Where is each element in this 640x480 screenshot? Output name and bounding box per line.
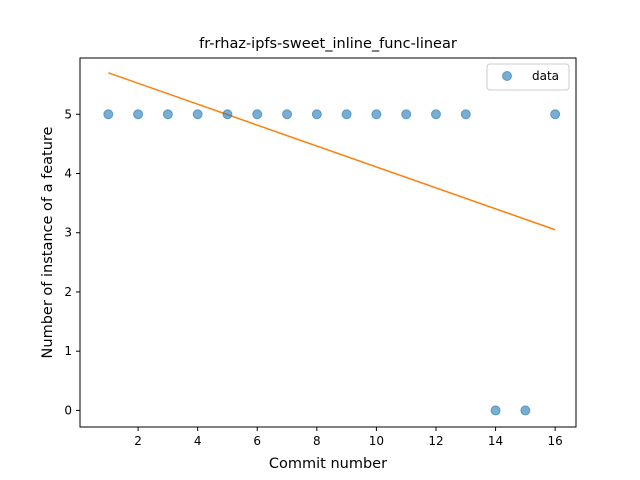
x-tick-label: 6 [253, 434, 261, 448]
y-tick-label: 1 [64, 344, 72, 358]
plot-frame [79, 57, 577, 428]
plot-area [103, 72, 561, 416]
x-tick-label: 4 [194, 434, 202, 448]
data-point [430, 109, 441, 120]
y-tick-label: 0 [64, 403, 72, 417]
data-point [311, 109, 322, 120]
x-tick-label: 2 [134, 434, 142, 448]
x-axis-ticks: 2 4 6 8 10 12 14 16 [134, 427, 563, 448]
x-axis-label: Commit number [269, 456, 387, 472]
y-tick-label: 5 [64, 107, 72, 121]
fit-line [108, 72, 556, 231]
x-tick-label: 14 [488, 434, 503, 448]
x-tick-label: 12 [428, 434, 443, 448]
legend: data [486, 63, 570, 91]
legend-label: data [532, 69, 559, 83]
data-point [162, 109, 173, 120]
data-point [103, 109, 114, 120]
x-tick-label: 8 [313, 434, 321, 448]
y-tick-label: 4 [64, 166, 72, 180]
data-point [520, 405, 531, 416]
data-point [282, 109, 293, 120]
y-tick-label: 3 [64, 226, 72, 240]
data-point [490, 405, 501, 416]
data-point [371, 109, 382, 120]
data-point [550, 109, 561, 120]
data-point [252, 109, 263, 120]
data-point [401, 109, 412, 120]
data-point [192, 109, 203, 120]
legend-marker [502, 71, 512, 81]
y-tick-label: 2 [64, 285, 72, 299]
y-axis-label: Number of instance of a feature [40, 126, 56, 358]
data-point [133, 109, 144, 120]
x-tick-label: 16 [548, 434, 563, 448]
x-tick-label: 10 [369, 434, 384, 448]
data-point [460, 109, 471, 120]
y-axis-ticks: 0 1 2 3 4 5 [64, 107, 80, 417]
data-point [341, 109, 352, 120]
legend-box [486, 63, 570, 91]
chart-title: fr-rhaz-ipfs-sweet_inline_func-linear [199, 36, 457, 52]
data-point [222, 109, 233, 120]
